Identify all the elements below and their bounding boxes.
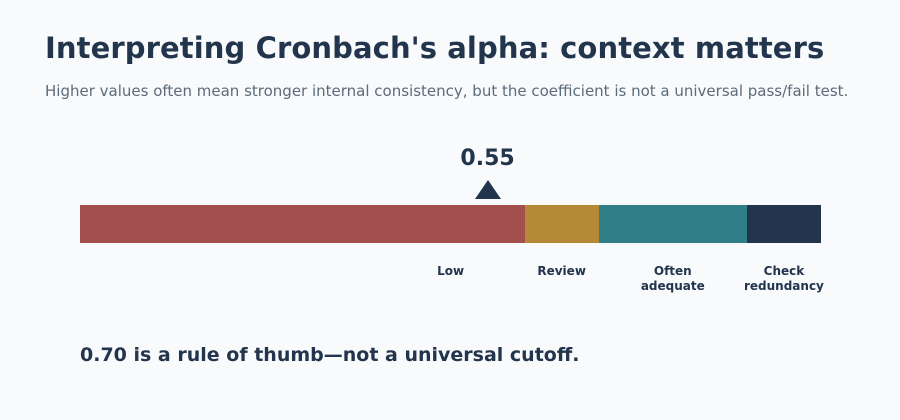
- zone-segment-1: [80, 205, 525, 243]
- zone-segment-2: [524, 205, 599, 243]
- marker-arrow-icon: [474, 180, 501, 199]
- page-title: Interpreting Cronbach's alpha: context m…: [45, 31, 825, 65]
- zone-segment-3: [598, 205, 747, 243]
- zone-label-1: Low: [437, 264, 465, 278]
- zone-segment-4: [746, 205, 821, 243]
- alpha-scale-bar: [80, 205, 821, 243]
- footnote: 0.70 is a rule of thumb—not a universal …: [80, 344, 580, 366]
- page-subtitle: Higher values often mean stronger intern…: [45, 82, 849, 100]
- zone-label-2: Review: [537, 264, 586, 278]
- zone-label-4: Check redundancy: [743, 264, 824, 293]
- marker-value-label: 0.55: [460, 146, 515, 171]
- zone-label-3: Often adequate: [640, 264, 705, 293]
